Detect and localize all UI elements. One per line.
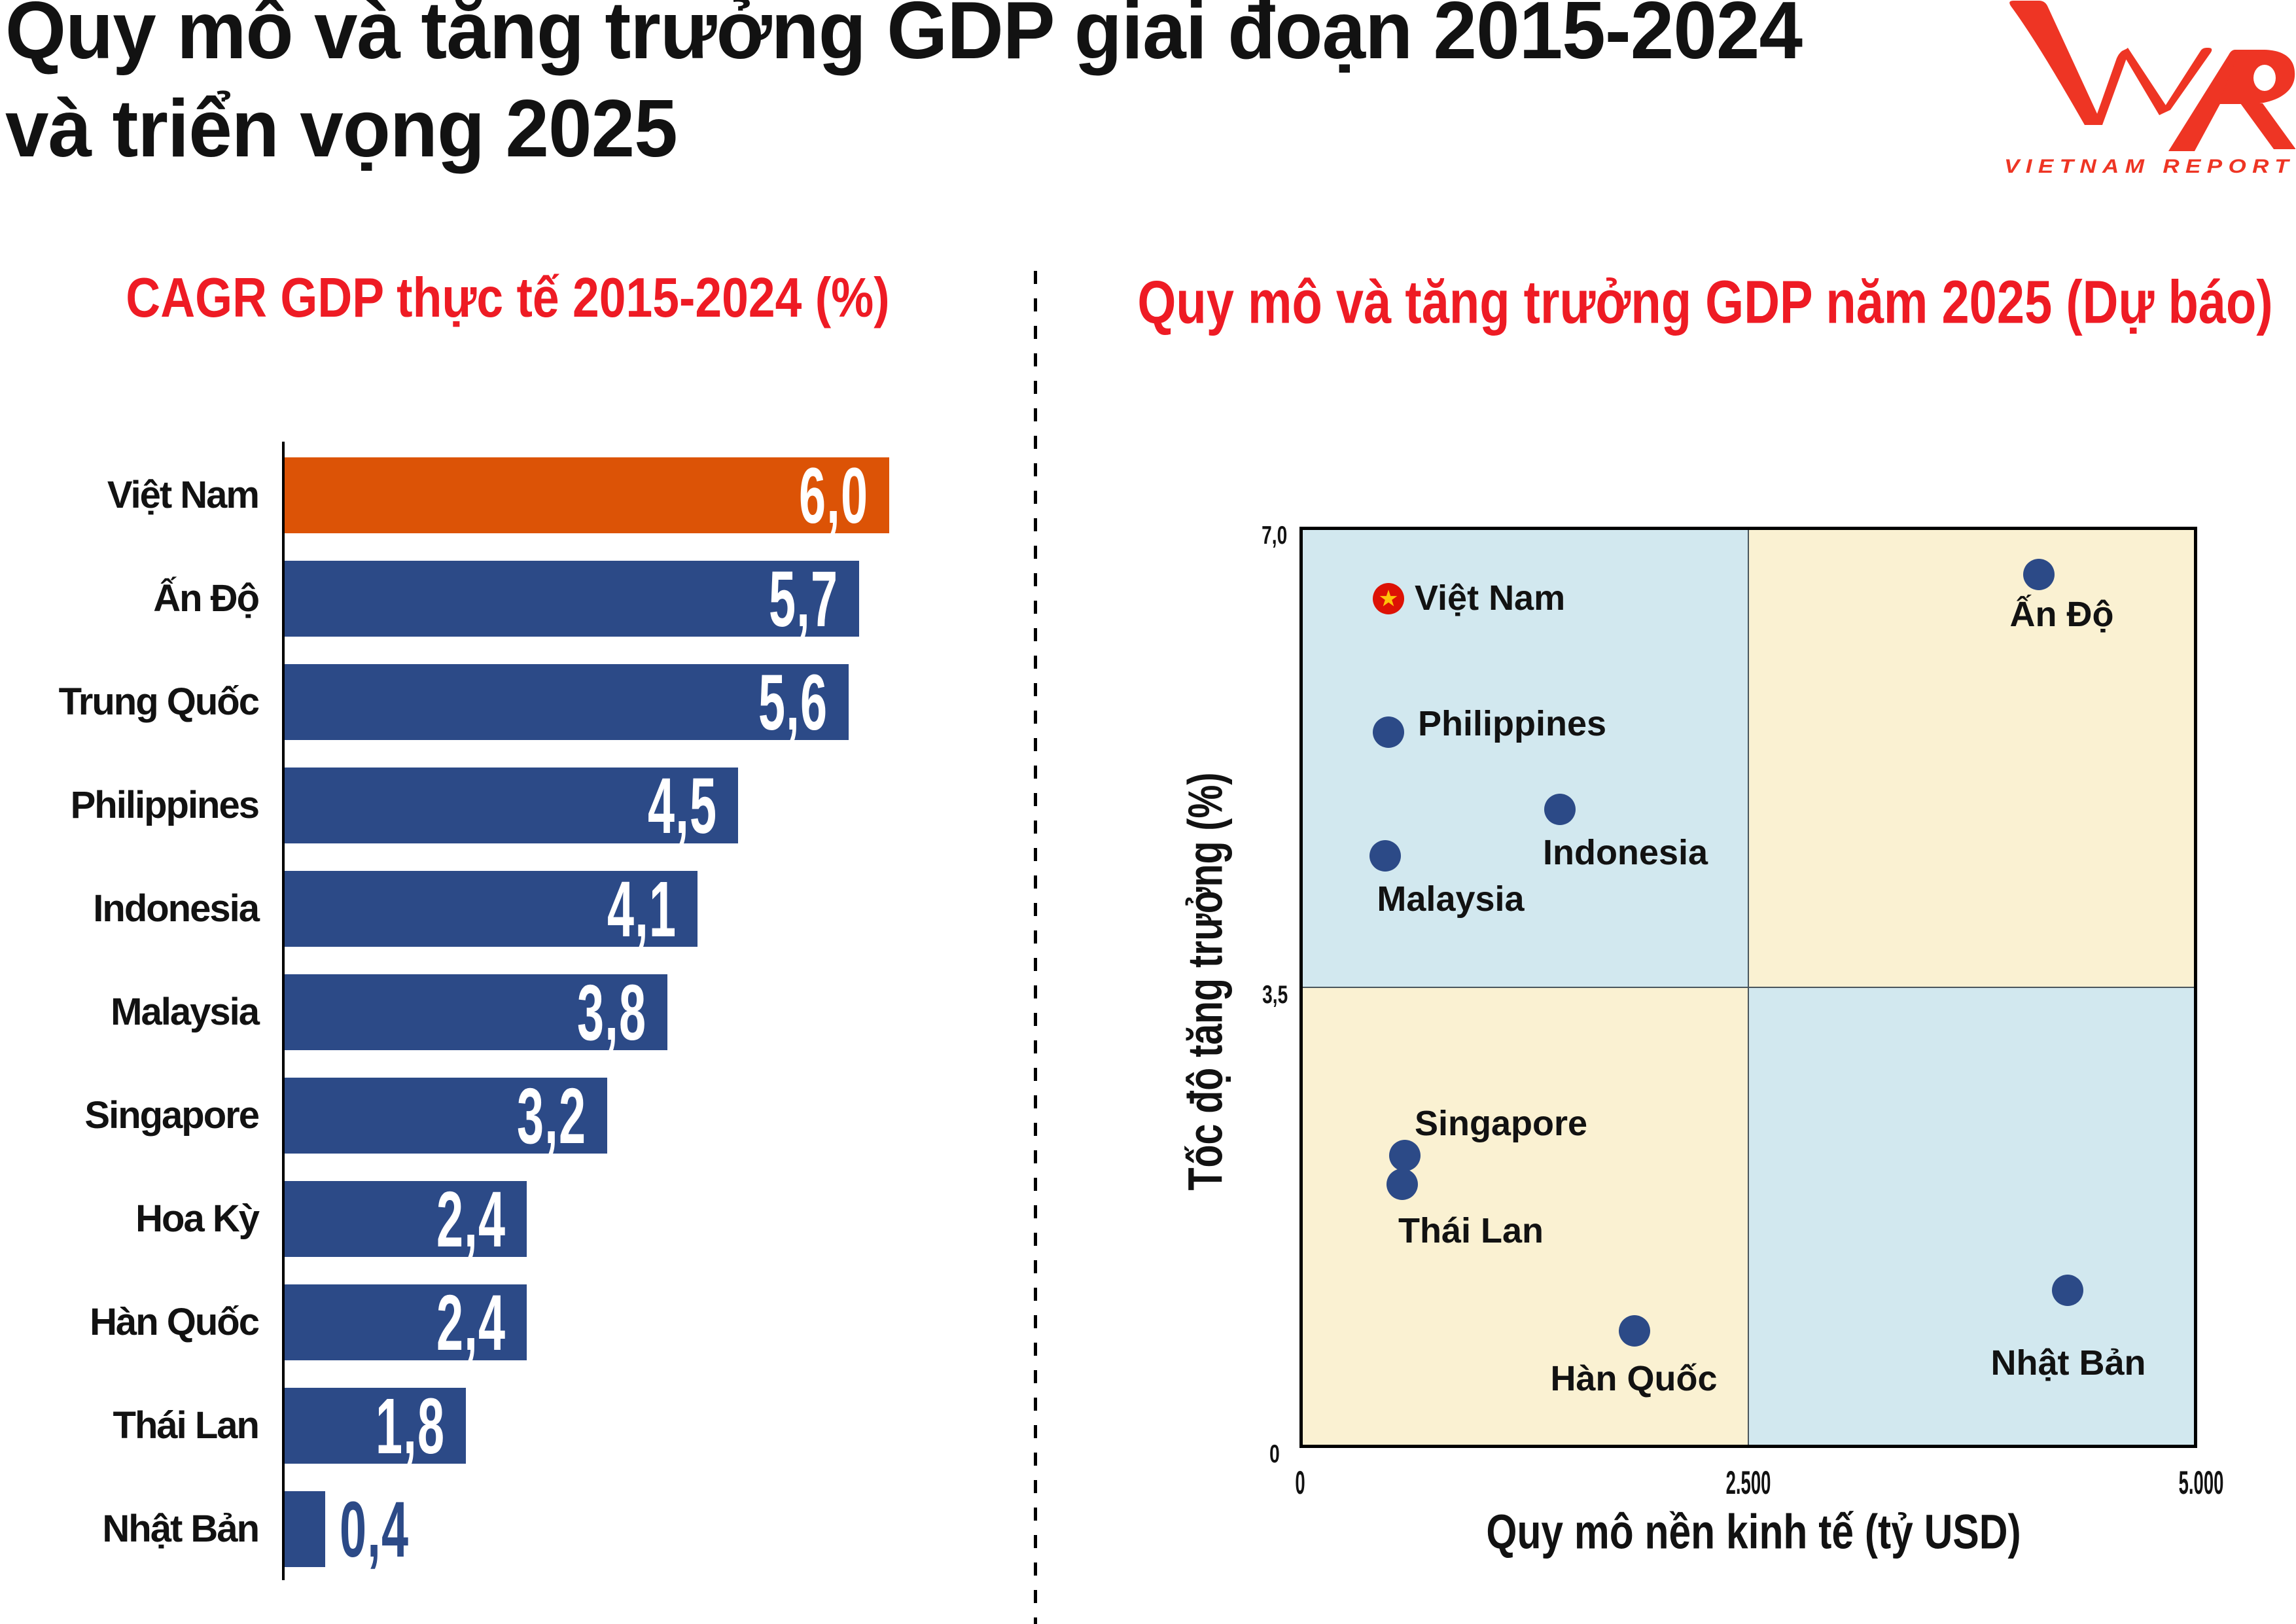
svg-text:VIETNAM REPORT: VIETNAM REPORT — [2004, 156, 2295, 177]
